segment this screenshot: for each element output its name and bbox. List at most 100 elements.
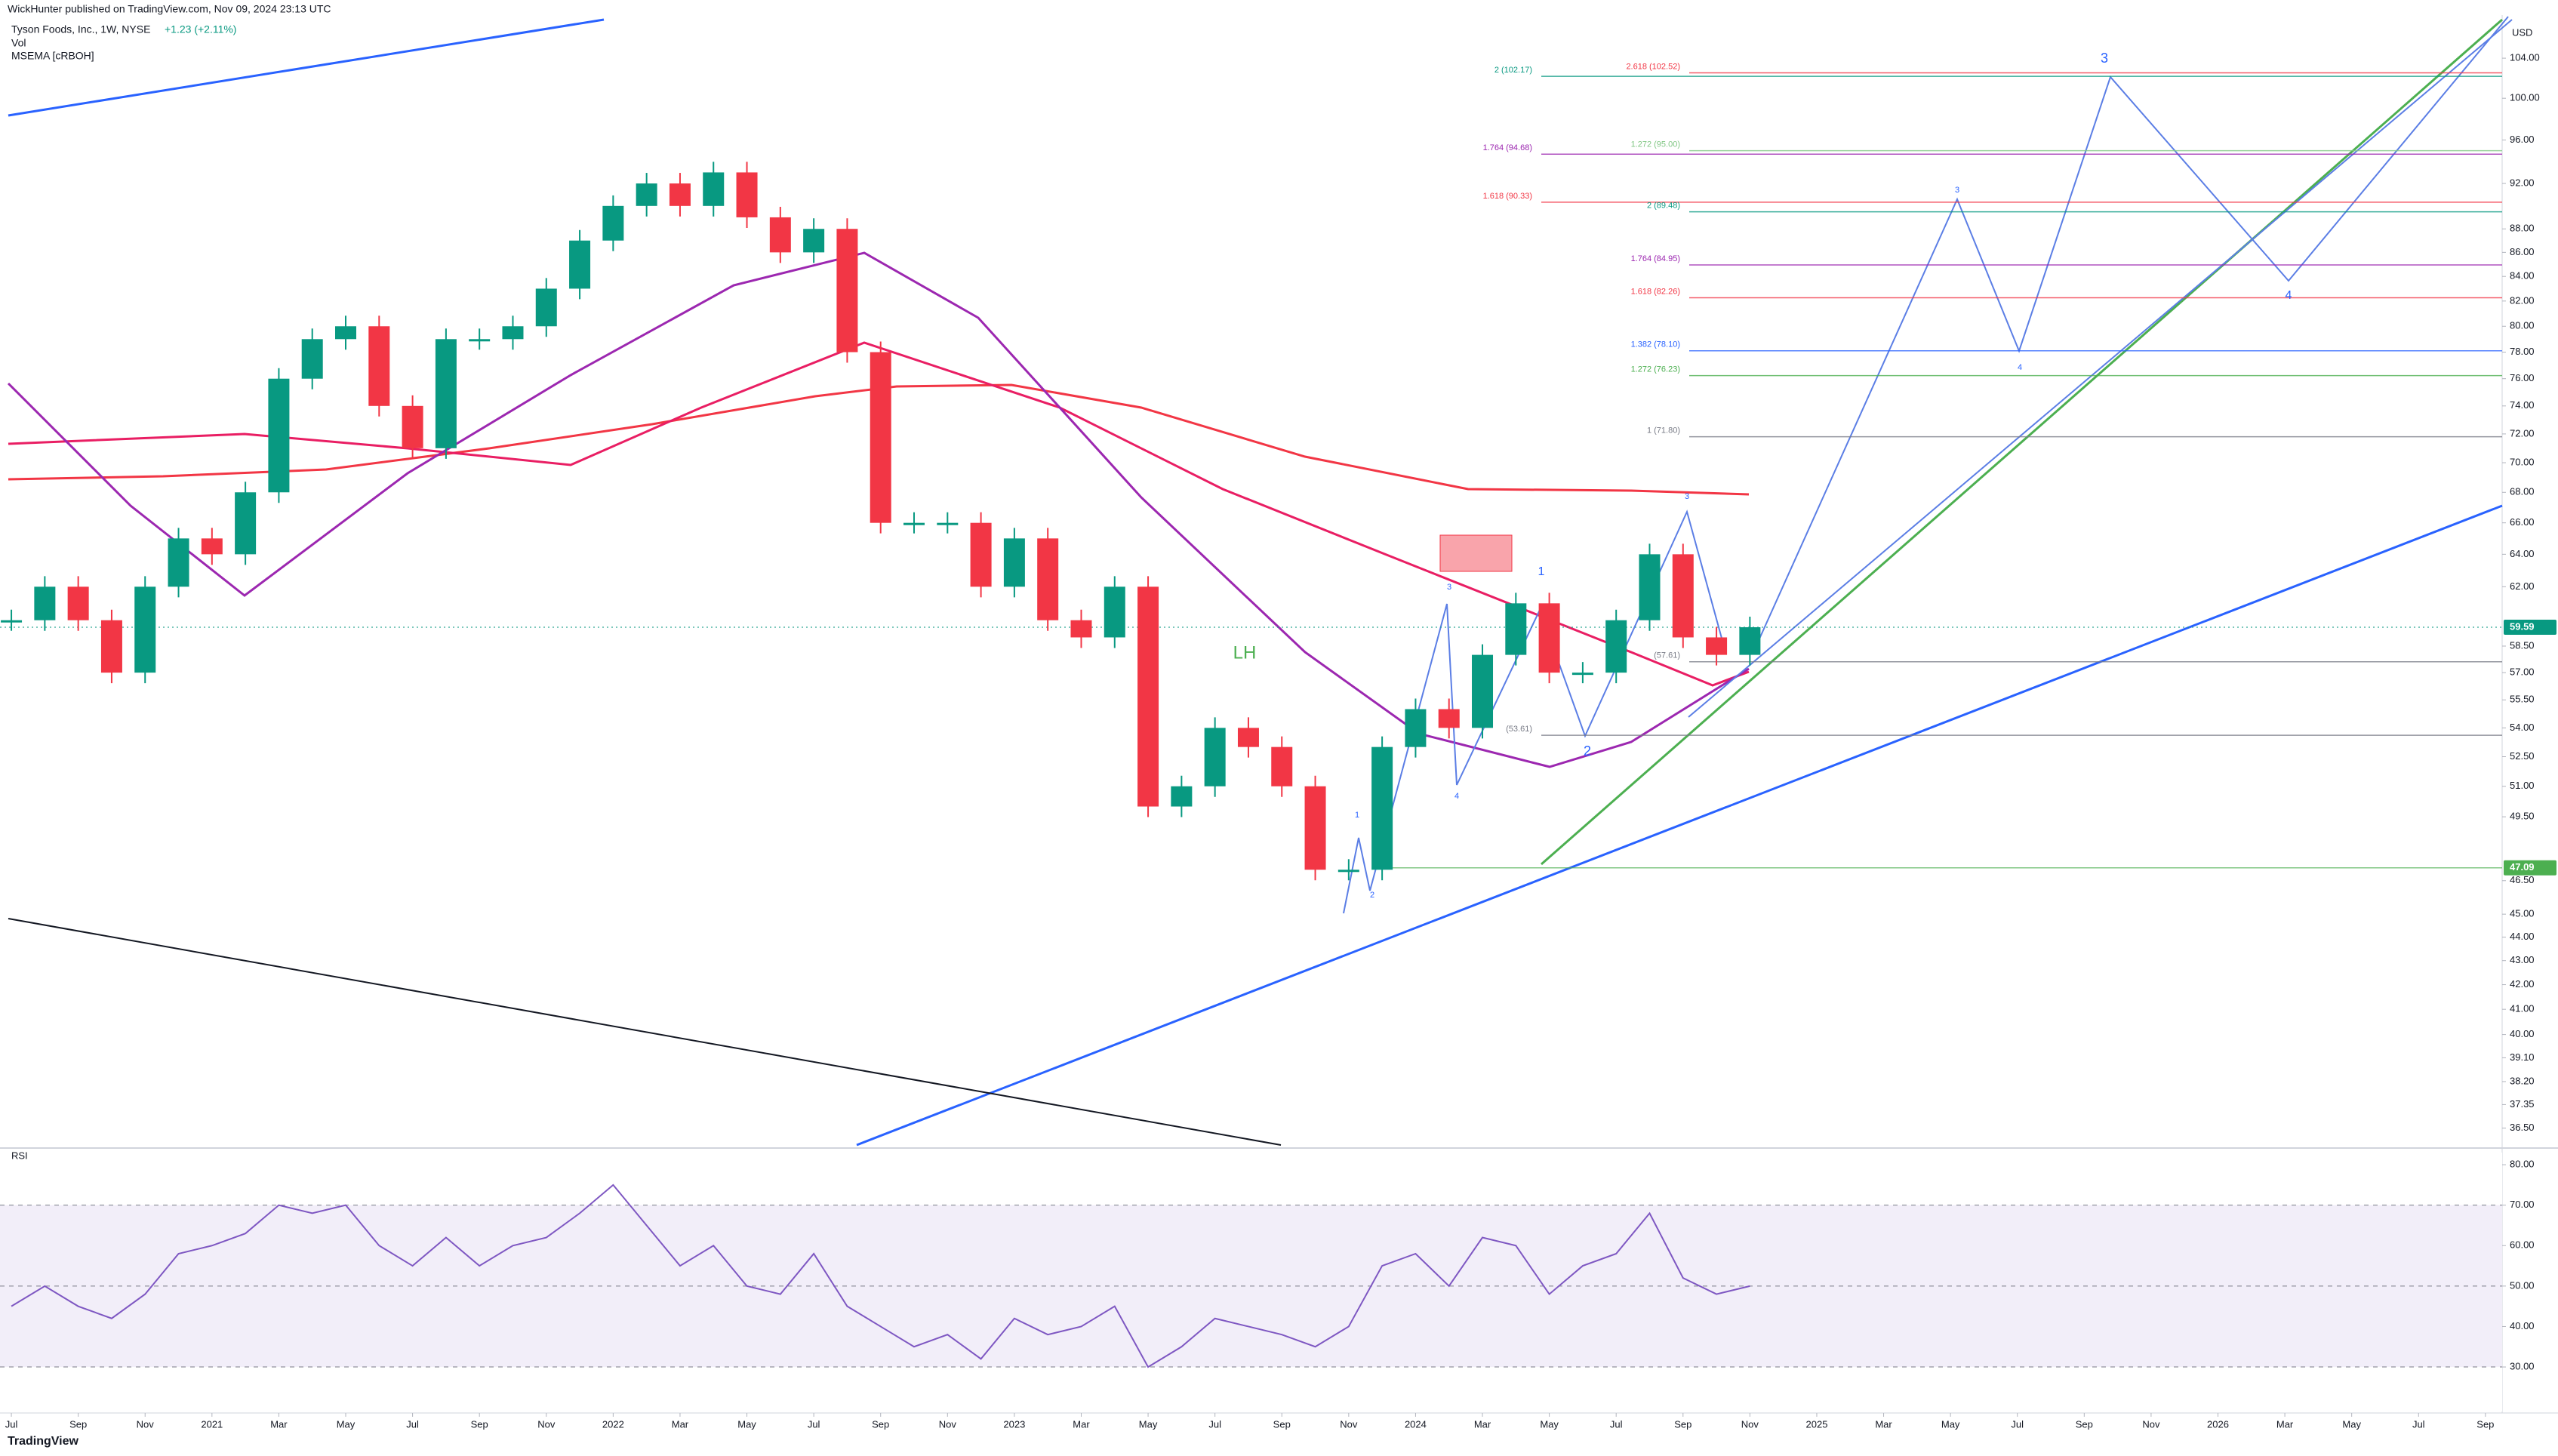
fib-label: 2.618 (102.52) xyxy=(1626,62,1680,71)
y-tick-label: 62.00 xyxy=(2510,580,2535,592)
annotation: 1 xyxy=(1538,565,1545,578)
y-tick-label: 86.00 xyxy=(2510,246,2535,257)
symbol: Tyson Foods, Inc., 1W, NYSE xyxy=(11,23,150,35)
annotation: 3 xyxy=(1447,583,1451,592)
annotation: 1 xyxy=(1355,811,1359,820)
y-tick-label: 36.50 xyxy=(2510,1122,2535,1133)
candle-body xyxy=(1371,746,1393,870)
x-tick-label: Sep xyxy=(2076,1418,2093,1430)
y-tick-label: 39.10 xyxy=(2510,1051,2535,1063)
y-tick-label: 100.00 xyxy=(2510,92,2540,103)
y-tick-label: 43.00 xyxy=(2510,954,2535,965)
x-tick-label: Jul xyxy=(2412,1418,2425,1430)
x-tick-label: Mar xyxy=(2276,1418,2294,1430)
candle-body xyxy=(301,339,323,379)
x-tick-label: 2025 xyxy=(1806,1418,1828,1430)
candle-body xyxy=(569,240,591,289)
candle-body xyxy=(1739,626,1761,655)
x-tick-label: May xyxy=(2342,1418,2361,1430)
price-tag-label: 59.59 xyxy=(2510,620,2535,632)
annotation: 4 xyxy=(2018,363,2022,372)
x-tick-label: Mar xyxy=(1073,1418,1090,1430)
candle-body xyxy=(1472,654,1494,728)
x-tick-label: 2022 xyxy=(602,1418,624,1430)
y-tick-label: 40.00 xyxy=(2510,1320,2535,1331)
x-tick-label: May xyxy=(1941,1418,1960,1430)
y-tick-label: 68.00 xyxy=(2510,486,2535,497)
x-tick-label: Sep xyxy=(1273,1418,1291,1430)
x-tick-label: Jul xyxy=(808,1418,820,1430)
candle-body xyxy=(1137,586,1159,807)
candle-body xyxy=(268,378,290,493)
y-tick-label: 92.00 xyxy=(2510,177,2535,188)
price-tag xyxy=(2504,619,2556,635)
trend-line xyxy=(1541,18,2503,866)
axis-unit: USD xyxy=(2512,26,2532,38)
candle-body xyxy=(435,339,457,448)
candle-body xyxy=(1605,620,1627,673)
candle-body xyxy=(703,172,725,206)
x-tick-label: Sep xyxy=(69,1418,87,1430)
x-tick-label: Nov xyxy=(537,1418,556,1430)
y-tick-label: 60.00 xyxy=(2510,1239,2535,1251)
candle-body xyxy=(903,522,925,525)
candle-body xyxy=(1237,728,1259,747)
candle-body xyxy=(1271,746,1293,786)
candle-body xyxy=(168,538,189,587)
candle-body xyxy=(769,217,791,253)
fib-label: 2 (102.17) xyxy=(1494,66,1532,75)
y-tick-label: 30.00 xyxy=(2510,1360,2535,1371)
y-tick-label: 55.50 xyxy=(2510,694,2535,705)
trend-line xyxy=(8,918,1282,1146)
annotation: 2 xyxy=(1584,743,1591,759)
trend-line xyxy=(856,504,2503,1147)
fib-label: 1.764 (84.95) xyxy=(1631,254,1680,263)
supply-zone xyxy=(1439,534,1513,572)
annotation: 4 xyxy=(1454,792,1459,801)
y-tick-label: 58.50 xyxy=(2510,639,2535,651)
candle-body xyxy=(134,586,156,673)
x-tick-label: Nov xyxy=(2142,1418,2160,1430)
candle-body xyxy=(836,229,858,352)
annotation: 2 xyxy=(1370,891,1374,900)
y-tick-label: 66.00 xyxy=(2510,516,2535,528)
x-tick-label: 2026 xyxy=(2207,1418,2229,1430)
fib-label: 1.618 (90.33) xyxy=(1483,192,1532,201)
y-tick-label: 72.00 xyxy=(2510,427,2535,439)
fib-label: 1.272 (95.00) xyxy=(1631,140,1680,149)
x-tick-label: May xyxy=(337,1418,356,1430)
y-tick-label: 40.00 xyxy=(2510,1028,2535,1039)
x-tick-label: Mar xyxy=(1474,1418,1491,1430)
candle-body xyxy=(1538,603,1560,673)
fib-label: (53.61) xyxy=(1506,725,1532,734)
price-tag xyxy=(2504,860,2556,876)
y-tick-label: 80.00 xyxy=(2510,320,2535,331)
x-tick-label: Jul xyxy=(406,1418,419,1430)
pane-title: RSI xyxy=(11,1150,28,1161)
annotation: 3 xyxy=(2101,51,2108,66)
annotation: 3 xyxy=(1955,186,1959,195)
y-tick-label: 78.00 xyxy=(2510,346,2535,357)
candle-body xyxy=(636,183,657,206)
y-tick-label: 42.00 xyxy=(2510,978,2535,990)
x-tick-label: May xyxy=(1139,1418,1158,1430)
annotation: 4 xyxy=(2286,289,2292,302)
y-tick-label: 38.20 xyxy=(2510,1075,2535,1086)
y-tick-label: 84.00 xyxy=(2510,270,2535,282)
rsi-background xyxy=(0,1153,2502,1411)
candle-body xyxy=(1003,538,1025,587)
y-tick-label: 64.00 xyxy=(2510,548,2535,559)
y-tick-label: 88.00 xyxy=(2510,223,2535,234)
candle-body xyxy=(1204,728,1226,786)
indicator: Vol xyxy=(11,37,26,49)
x-tick-label: Jul xyxy=(1610,1418,1623,1430)
candle-body xyxy=(1304,786,1326,870)
candle-body xyxy=(1706,637,1728,655)
y-tick-label: 70.00 xyxy=(2510,1199,2535,1210)
candle-body xyxy=(235,492,257,555)
x-tick-label: Mar xyxy=(270,1418,288,1430)
change: +1.23 (+2.11%) xyxy=(165,23,236,35)
y-tick-label: 57.00 xyxy=(2510,666,2535,678)
candle-body xyxy=(335,326,357,340)
y-tick-label: 51.00 xyxy=(2510,780,2535,791)
